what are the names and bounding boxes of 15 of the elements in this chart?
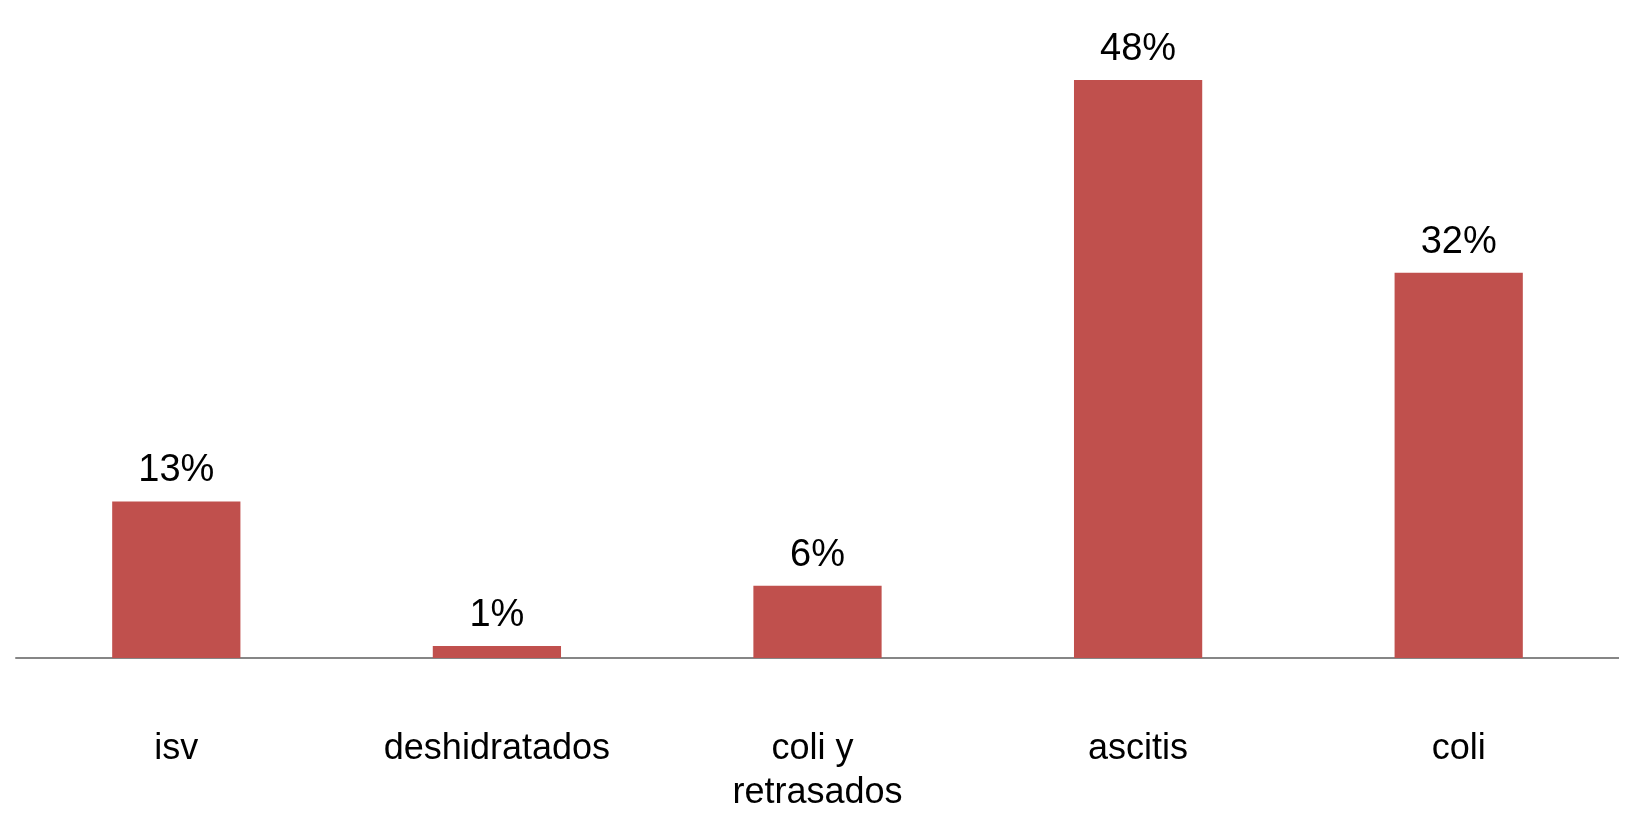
bar	[112, 501, 241, 658]
x-tick-label: isv	[154, 725, 199, 767]
bar	[753, 585, 882, 658]
data-label: 48%	[1100, 26, 1177, 69]
x-tick-label: coli	[1431, 725, 1486, 767]
data-label: 13%	[138, 447, 215, 490]
x-tick-label: ascitis	[1088, 725, 1189, 767]
data-label: 1%	[469, 591, 525, 634]
data-label: 32%	[1420, 218, 1497, 261]
x-tick-label: deshidratados	[383, 725, 610, 767]
bar	[432, 645, 562, 658]
data-label: 6%	[790, 531, 845, 574]
bar	[1394, 272, 1523, 658]
x-tick-label: coli y retrasados	[732, 725, 903, 811]
bar	[1073, 80, 1203, 658]
